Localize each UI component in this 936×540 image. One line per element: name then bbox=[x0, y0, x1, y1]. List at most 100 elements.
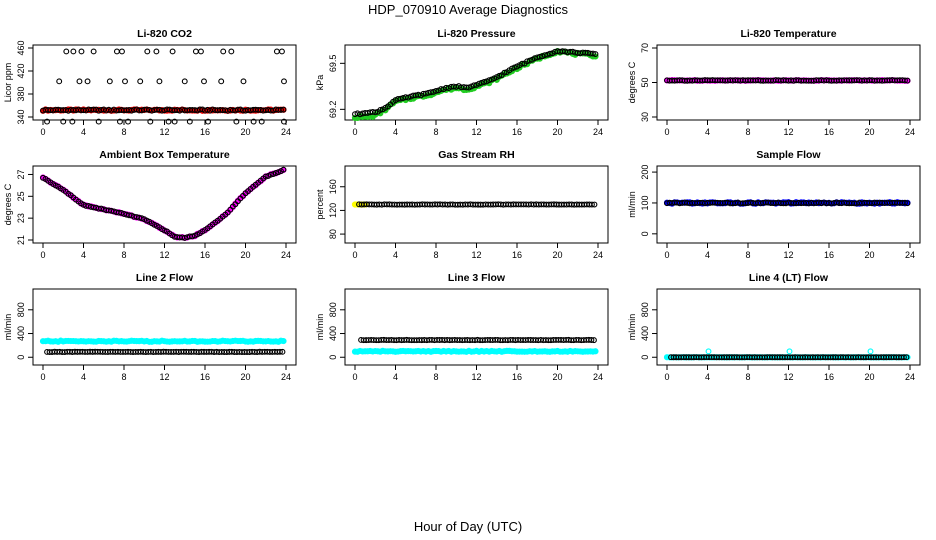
data-point bbox=[186, 118, 193, 125]
series-2 bbox=[40, 106, 287, 114]
data-point bbox=[169, 48, 176, 55]
x-tick-label: 12 bbox=[471, 372, 481, 382]
x-tick-label: 4 bbox=[393, 250, 398, 260]
x-tick-label: 24 bbox=[593, 372, 603, 382]
x-tick-label: 0 bbox=[40, 372, 45, 382]
series-2 bbox=[44, 348, 286, 356]
x-tick-label: 4 bbox=[81, 127, 86, 137]
data-point bbox=[98, 205, 105, 212]
x-tick-label: 0 bbox=[40, 127, 45, 137]
y-tick-label: 800 bbox=[16, 302, 26, 317]
y-tick-label: 25 bbox=[16, 191, 26, 201]
x-tick-label: 0 bbox=[352, 372, 357, 382]
x-tick-label: 8 bbox=[745, 372, 750, 382]
data-point bbox=[590, 337, 597, 344]
x-tick-label: 8 bbox=[121, 372, 126, 382]
panel-title: Line 4 (LT) Flow bbox=[749, 272, 829, 284]
x-tick-label: 0 bbox=[352, 127, 357, 137]
x-tick-label: 0 bbox=[664, 372, 669, 382]
data-point bbox=[357, 111, 364, 118]
main-title: HDP_070910 Average Diagnostics bbox=[368, 2, 568, 17]
data-point bbox=[900, 354, 907, 361]
data-point bbox=[867, 348, 874, 355]
panel-title: Li-820 Pressure bbox=[437, 28, 515, 40]
data-point bbox=[76, 78, 83, 85]
x-tick-label: 20 bbox=[240, 372, 250, 382]
y-tick-label: 800 bbox=[328, 302, 338, 317]
x-tick-label: 16 bbox=[824, 127, 834, 137]
y-tick-label: 420 bbox=[16, 63, 26, 78]
y-tick-label: 23 bbox=[16, 213, 26, 223]
series-2 bbox=[352, 48, 599, 118]
data-point bbox=[44, 118, 50, 125]
x-tick-label: 24 bbox=[905, 127, 915, 137]
y-axis-label: ml/min bbox=[3, 314, 13, 341]
y-tick-label: 400 bbox=[640, 326, 650, 341]
data-point bbox=[279, 348, 286, 355]
data-point bbox=[125, 118, 132, 125]
data-point bbox=[433, 88, 439, 94]
x-tick-label: 24 bbox=[281, 127, 291, 137]
y-tick-label: 0 bbox=[640, 231, 650, 236]
panel-title: Sample Flow bbox=[756, 149, 821, 161]
x-tick-label: 0 bbox=[664, 250, 669, 260]
data-point bbox=[116, 118, 123, 125]
data-point bbox=[541, 52, 548, 59]
data-point bbox=[122, 78, 128, 85]
data-point bbox=[106, 78, 113, 85]
series-1 bbox=[351, 47, 599, 122]
data-point bbox=[438, 86, 445, 93]
series-3 bbox=[705, 348, 874, 355]
data-point bbox=[201, 78, 207, 85]
x-tick-label: 12 bbox=[471, 250, 481, 260]
y-tick-label: 69.2 bbox=[328, 101, 338, 119]
x-tick-label: 20 bbox=[552, 250, 562, 260]
x-tick-label: 24 bbox=[281, 250, 291, 260]
data-point bbox=[90, 48, 97, 55]
data-point bbox=[705, 348, 712, 355]
y-tick-label: 0 bbox=[328, 355, 338, 360]
data-point bbox=[281, 118, 287, 125]
y-axis-label: Licor ppm bbox=[3, 63, 13, 103]
data-point bbox=[471, 82, 477, 89]
data-point bbox=[276, 348, 283, 355]
data-point bbox=[147, 118, 154, 125]
figure-x-axis-label: Hour of Day (UTC) bbox=[414, 519, 522, 534]
data-point bbox=[280, 166, 287, 173]
data-point bbox=[519, 60, 526, 67]
x-tick-label: 24 bbox=[281, 372, 291, 382]
data-point bbox=[569, 48, 576, 55]
y-axis-label: ml/min bbox=[627, 314, 637, 341]
x-tick-label: 24 bbox=[593, 127, 603, 137]
x-tick-label: 4 bbox=[705, 127, 710, 137]
x-tick-label: 20 bbox=[864, 372, 874, 382]
data-point bbox=[277, 106, 284, 113]
y-axis-label: ml/min bbox=[627, 191, 637, 218]
x-tick-label: 12 bbox=[159, 127, 169, 137]
panel-title: Line 2 Flow bbox=[136, 272, 194, 284]
series-4 bbox=[56, 78, 287, 85]
data-point bbox=[536, 53, 543, 60]
data-point bbox=[531, 55, 538, 62]
data-point bbox=[478, 79, 485, 86]
x-tick-label: 16 bbox=[512, 127, 522, 137]
data-point bbox=[233, 118, 240, 125]
data-point bbox=[280, 106, 287, 113]
x-tick-label: 4 bbox=[705, 250, 710, 260]
x-tick-label: 12 bbox=[159, 372, 169, 382]
y-tick-label: 100 bbox=[640, 195, 650, 210]
x-tick-label: 4 bbox=[393, 127, 398, 137]
data-point bbox=[903, 354, 910, 361]
x-tick-label: 4 bbox=[705, 372, 710, 382]
data-point bbox=[250, 118, 257, 125]
data-point bbox=[524, 58, 531, 65]
x-tick-label: 4 bbox=[81, 372, 86, 382]
x-tick-label: 0 bbox=[40, 250, 45, 260]
data-point bbox=[205, 118, 211, 125]
data-point bbox=[60, 118, 67, 125]
data-point bbox=[95, 118, 102, 125]
x-tick-label: 8 bbox=[745, 127, 750, 137]
data-point bbox=[546, 50, 553, 57]
data-point bbox=[56, 78, 63, 85]
